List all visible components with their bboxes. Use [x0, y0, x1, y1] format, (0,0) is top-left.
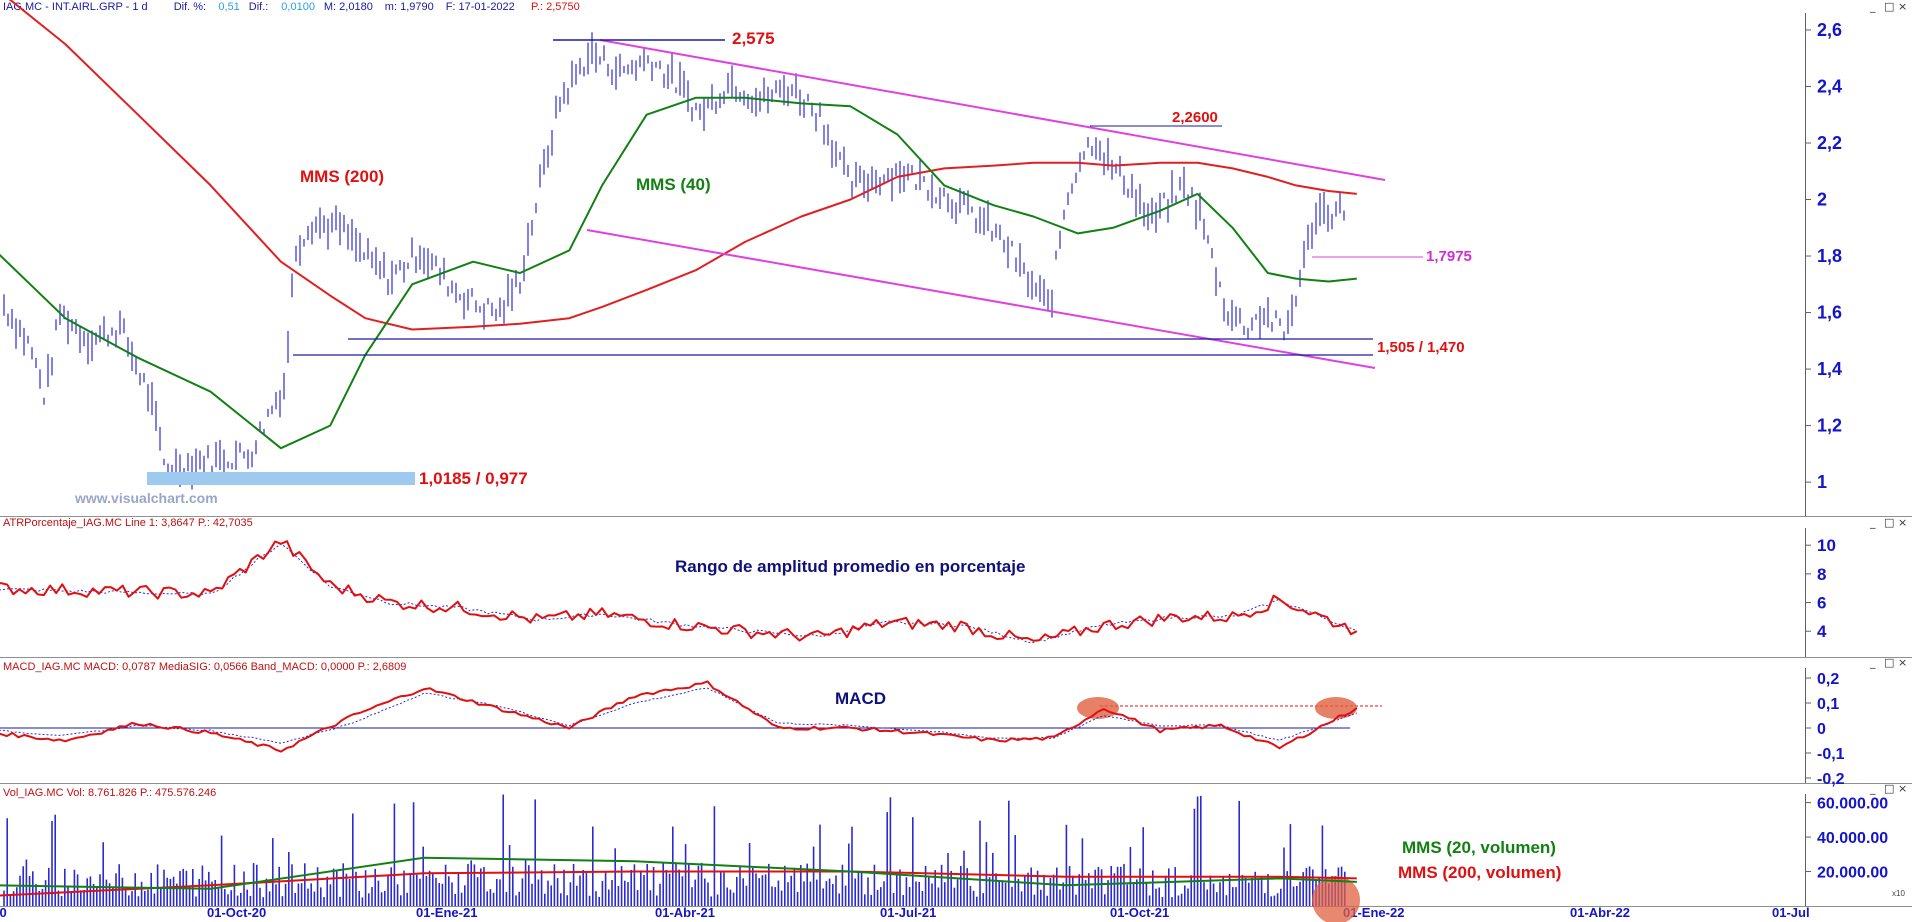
- channel-lower-line: [586, 229, 1376, 369]
- close-icon-price[interactable]: ×: [1898, 0, 1907, 13]
- maximize-icon-price[interactable]: □: [1884, 0, 1894, 13]
- high-annotation: 2,575: [732, 29, 775, 48]
- y-tick-label-price: 2,4: [1817, 76, 1842, 96]
- minimize-icon-price[interactable]: _: [1869, 0, 1876, 13]
- volume-header: Vol_IAG.MC Vol: 8.761.826 P.: 475.576.24…: [3, 787, 216, 799]
- y-tick-label-price: 1,6: [1817, 303, 1842, 323]
- atr-line: [0, 540, 1358, 642]
- volume-mms20-line: [0, 856, 1357, 890]
- y-tick-label-atr: 4: [1817, 622, 1827, 641]
- header-min: m: 1,9790: [385, 1, 434, 13]
- maximize-icon-volume[interactable]: □: [1884, 782, 1894, 795]
- x-tick-label: 01-Ene-22: [1343, 905, 1404, 920]
- header-dif-pct-label: Dif. %:: [174, 1, 206, 13]
- y-tick-label-price: 1,4: [1817, 359, 1842, 379]
- header-date: F: 17-01-2022: [446, 1, 515, 13]
- close-icon-atr[interactable]: ×: [1898, 516, 1907, 529]
- x-tick-label: 01-Jul-21: [880, 905, 936, 920]
- plot-area-price: [0, 13, 1805, 516]
- y-tick-label-macd: 0: [1817, 721, 1826, 738]
- y-tick-label-macd: 0,2: [1817, 671, 1839, 688]
- maximize-icon-atr[interactable]: □: [1884, 516, 1894, 529]
- support-annotation: 1,505 / 1,470: [1377, 339, 1465, 356]
- x-tick-label: 01-Jul: [1772, 905, 1810, 920]
- x-tick-label: 01-Oct-20: [207, 905, 266, 920]
- mms40-line: [0, 96, 1357, 450]
- volume-mms200-legend: MMS (200, volumen): [1398, 863, 1561, 882]
- header-dif-pct: 0,51: [218, 1, 239, 13]
- header-strip: [0, 0, 1912, 13]
- volume-highlight-circle: [1312, 876, 1360, 922]
- plot-area-atr: [0, 528, 1805, 657]
- macd-highlight-ellipse: [1315, 697, 1357, 719]
- y-tick-label-macd: -0,2: [1817, 771, 1845, 788]
- y-tick-label-price: 2,6: [1817, 20, 1842, 40]
- y-tick-label-atr: 8: [1817, 565, 1826, 584]
- macd-header: MACD_IAG.MC MACD: 0,0787 MediaSIG: 0,056…: [3, 661, 406, 673]
- macd-title: MACD: [835, 689, 886, 708]
- y-tick-label-macd: 0,1: [1817, 696, 1839, 713]
- low-annotation: 1,0185 / 0,977: [419, 469, 528, 488]
- watermark: www.visualchart.com: [74, 490, 218, 506]
- x-tick-label: 01-Oct-21: [1110, 905, 1169, 920]
- x-tick-label: 01-Abr-22: [1570, 905, 1630, 920]
- header-symbol: IAG.MC - INT.AIRL.GRP - 1 d: [3, 1, 148, 13]
- macd-highlight-ellipse: [1077, 697, 1119, 719]
- header-dif: 0,0100: [281, 1, 315, 13]
- mms200-annotation: MMS (200): [300, 167, 384, 186]
- y-tick-label-macd: -0,1: [1817, 746, 1845, 763]
- minimize-icon-macd[interactable]: _: [1869, 656, 1876, 669]
- header-dif-label: Dif.:: [249, 1, 269, 13]
- level-1797-annotation: 1,7975: [1426, 248, 1472, 265]
- minimize-icon-atr[interactable]: _: [1869, 516, 1876, 529]
- y-tick-label-volume: 20.000.00: [1817, 865, 1888, 882]
- y-tick-label-price: 2,2: [1817, 133, 1842, 153]
- y-tick-label-atr: 10: [1817, 536, 1836, 555]
- mms40-annotation: MMS (40): [636, 175, 711, 194]
- level-2260-annotation: 2,2600: [1172, 109, 1218, 126]
- macd-line: [0, 680, 1358, 753]
- minimize-icon-volume[interactable]: _: [1869, 782, 1876, 795]
- header-max: M: 2,0180: [324, 1, 373, 13]
- close-icon-volume[interactable]: ×: [1898, 782, 1907, 795]
- volume-mms20-legend: MMS (20, volumen): [1402, 838, 1556, 857]
- mms200-line: [8, 0, 1357, 331]
- macd-signal-line: [0, 687, 1357, 744]
- y-tick-label-volume: 60.000.00: [1817, 796, 1888, 813]
- y-tick-label-volume: 40.000.00: [1817, 830, 1888, 847]
- scale-marker: x10: [1892, 889, 1905, 898]
- x-tick-label: -20: [0, 905, 7, 920]
- y-tick-label-price: 1,8: [1817, 246, 1842, 266]
- x-tick-label: 01-Ene-21: [416, 905, 477, 920]
- atr-title: Rango de amplitud promedio en porcentaje: [675, 557, 1025, 576]
- atr-header: ATRPorcentaje_IAG.MC Line 1: 3,8647 P.: …: [3, 517, 253, 529]
- y-tick-label-price: 2: [1817, 190, 1827, 210]
- header-price: P.: 2,5750: [531, 1, 580, 13]
- channel-upper-line: [599, 39, 1386, 181]
- x-tick-label: 01-Abr-21: [655, 905, 715, 920]
- low-zone-box: [147, 472, 415, 485]
- plot-area-macd: [0, 668, 1805, 783]
- maximize-icon-macd[interactable]: □: [1884, 656, 1894, 669]
- y-tick-label-price: 1,2: [1817, 416, 1842, 436]
- y-tick-label-atr: 6: [1817, 594, 1826, 613]
- y-tick-label-price: 1: [1817, 472, 1827, 492]
- close-icon-macd[interactable]: ×: [1898, 656, 1907, 669]
